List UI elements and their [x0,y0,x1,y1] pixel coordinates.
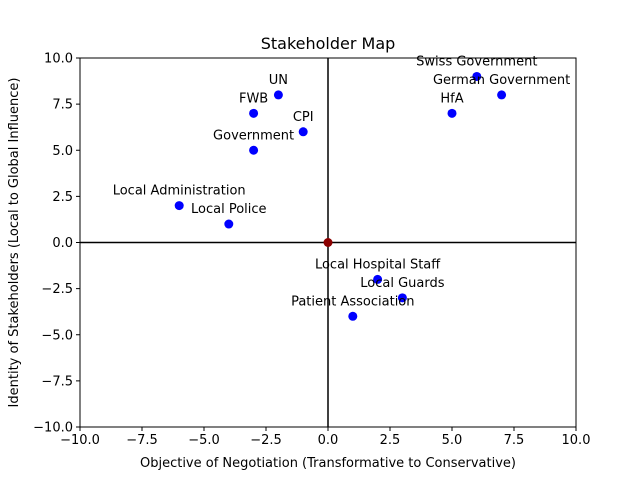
data-point [447,108,457,118]
origin-marker [323,238,333,247]
data-point [174,201,184,211]
y-tick-label: 10.0 [44,52,73,67]
point-label: Local Police [191,202,267,217]
x-tick-label: 2.5 [380,433,401,448]
y-tick-label: −5.0 [41,328,73,343]
point-label: FWB [239,91,268,106]
data-point [224,219,234,229]
y-tick-label: 7.5 [52,98,73,113]
point-label: Local Guards [360,276,444,291]
data-point [298,127,308,137]
x-tick-label: 0.0 [318,433,339,448]
point-label: UN [269,73,288,88]
x-tick-label: −2.5 [250,433,282,448]
point-label: Local Administration [113,184,246,199]
point-label: German Government [433,73,570,88]
y-tick-label: 5.0 [52,144,73,159]
x-tick-label: 5.0 [442,433,463,448]
y-tick-label: −10.0 [33,421,73,436]
x-axis-label: Objective of Negotiation (Transformative… [140,456,516,471]
point-label: HfA [440,91,463,106]
chart-title: Stakeholder Map [261,34,396,53]
point-label: Swiss Government [416,54,537,69]
x-tick-label: 10.0 [562,433,591,448]
axis-ticks: −10.0 −7.5 −5.0 −2.5 0.0 2.5 5.0 7.5 10.0 −10.0 −7… [33,52,590,449]
point-label: Patient Association [291,294,414,309]
point-label: Local Hospital Staff [315,257,441,272]
data-point [497,90,507,100]
x-tick-label: −7.5 [126,433,158,448]
y-tick-label: 0.0 [52,236,73,251]
data-point [249,145,259,155]
x-tick-label: −10.0 [60,433,100,448]
y-axis-label: Identity of Stakeholders (Local to Globa… [7,78,22,408]
data-point [348,311,358,321]
x-tick-label: −5.0 [188,433,220,448]
data-point [397,293,407,303]
point-label: Government [213,128,294,143]
y-tick-label: −2.5 [41,282,73,297]
point-label: CPI [293,110,314,125]
data-point [472,71,482,81]
y-tick-label: −7.5 [41,374,73,389]
data-point [273,90,283,100]
x-tick-label: 7.5 [504,433,525,448]
data-point [249,108,259,118]
y-tick-label: 2.5 [52,190,73,205]
data-point [373,274,383,284]
